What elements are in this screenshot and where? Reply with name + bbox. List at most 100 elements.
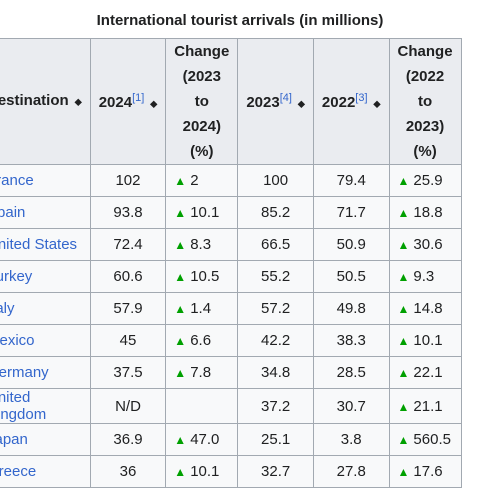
sort-icon[interactable]: ⬥ bbox=[297, 99, 305, 110]
table-cell: N/D bbox=[89, 388, 167, 424]
country-link[interactable]: Spain bbox=[0, 204, 26, 221]
header-label: 2022 bbox=[321, 94, 356, 111]
cell-value: 14.8 bbox=[413, 300, 443, 317]
sort-icon[interactable]: ⬥ bbox=[373, 99, 381, 110]
table-cell: Japan bbox=[0, 423, 91, 456]
cell-value: 8.3 bbox=[190, 236, 212, 253]
table-cell: France bbox=[0, 164, 91, 197]
increase-icon: ▲ bbox=[174, 302, 187, 316]
country-link[interactable]: United States bbox=[0, 236, 78, 253]
table-cell: 34.8 bbox=[237, 356, 314, 389]
reference[interactable]: [3] bbox=[355, 92, 368, 104]
table-cell: 57.2 bbox=[237, 292, 314, 325]
country-link[interactable]: Mexico bbox=[0, 332, 35, 349]
table-cell: ▲ 18.8 bbox=[388, 196, 462, 229]
country-link[interactable]: Italy bbox=[0, 300, 15, 317]
table-row: United KingdomN/D37.230.7▲21.1 bbox=[0, 388, 462, 424]
table-cell: ▲ 30.6 bbox=[388, 228, 462, 261]
increase-icon: ▲ bbox=[397, 238, 410, 252]
table-cell: ▲ 10.1 bbox=[165, 455, 239, 488]
header-line: (%) bbox=[413, 143, 437, 160]
table-cell: 50.5 bbox=[312, 260, 390, 293]
header-line: (2022 to bbox=[405, 68, 445, 110]
increase-icon: ▲ bbox=[174, 238, 187, 252]
table-cell: 72.4 bbox=[89, 228, 167, 261]
sort-icon[interactable]: ⬥ bbox=[74, 97, 82, 108]
increase-icon: ▲ bbox=[397, 334, 410, 348]
header-line: (%) bbox=[190, 143, 214, 160]
cell-value: 25.9 bbox=[413, 172, 443, 189]
table-cell: 85.2 bbox=[237, 196, 314, 229]
table-cell: 37.2 bbox=[237, 388, 314, 424]
table-cell: 27.8 bbox=[312, 455, 390, 488]
column-header[interactable]: 2022[3] ⬥ bbox=[312, 38, 390, 165]
table-cell: 36.9 bbox=[89, 423, 167, 456]
table-cell: ▲ 21.1 bbox=[388, 388, 462, 424]
table-cell bbox=[165, 388, 239, 424]
arrivals-table: Destination ⬥ 2024[1] ⬥ Change (2023 to 2024) (… bbox=[0, 38, 462, 488]
country-link[interactable]: France bbox=[0, 172, 34, 189]
cell-value: 2 bbox=[190, 172, 199, 189]
table-row: Japan36.9▲47.025.13.8▲560.5 bbox=[0, 423, 462, 456]
column-header[interactable]: Destination ⬥ bbox=[0, 38, 91, 165]
table-cell: Germany bbox=[0, 356, 91, 389]
column-header[interactable]: Change (2023 to 2024) (%) bbox=[165, 38, 239, 165]
table-cell: ▲ 1.4 bbox=[165, 292, 239, 325]
table-cell: 66.5 bbox=[237, 228, 314, 261]
table-cell: United Kingdom bbox=[0, 388, 91, 424]
table-cell: ▲ 2 bbox=[165, 164, 239, 197]
cell-value: 17.6 bbox=[413, 463, 443, 480]
table-cell: ▲ 10.1 bbox=[165, 196, 239, 229]
reference[interactable]: [4] bbox=[279, 92, 292, 104]
header-line: 2024) bbox=[182, 118, 221, 135]
country-link[interactable]: Turkey bbox=[0, 268, 33, 285]
table-body: France102▲210079.4▲25.9Spain93.8▲10.185.… bbox=[0, 164, 462, 488]
header-line: 2023) bbox=[405, 118, 445, 135]
reference[interactable]: [1] bbox=[132, 92, 145, 104]
increase-icon: ▲ bbox=[397, 174, 410, 188]
table-cell: 25.1 bbox=[237, 423, 314, 456]
increase-icon: ▲ bbox=[397, 366, 410, 380]
table-cell: ▲ 25.9 bbox=[388, 164, 462, 197]
header-label: 2024 bbox=[98, 94, 133, 111]
table-cell: 93.8 bbox=[89, 196, 167, 229]
table-cell: United States bbox=[0, 228, 91, 261]
table-cell: Italy bbox=[0, 292, 91, 325]
increase-icon: ▲ bbox=[174, 206, 187, 220]
cell-value: 7.8 bbox=[190, 364, 212, 381]
cell-value: 10.1 bbox=[190, 204, 220, 221]
country-link[interactable]: Japan bbox=[0, 431, 28, 448]
country-link[interactable]: United Kingdom bbox=[0, 389, 47, 423]
table-caption: International tourist arrivals (in milli… bbox=[96, 12, 384, 29]
table-cell: ▲ 14.8 bbox=[388, 292, 462, 325]
table-cell: ▲ 22.1 bbox=[388, 356, 462, 389]
country-link[interactable]: Greece bbox=[0, 463, 37, 480]
increase-icon: ▲ bbox=[397, 206, 410, 220]
cell-value: 10.5 bbox=[190, 268, 220, 285]
increase-icon: ▲ bbox=[397, 302, 410, 316]
increase-icon: ▲ bbox=[174, 366, 187, 380]
cell-value: 9.3 bbox=[413, 268, 435, 285]
table-cell: ▲ 10.1 bbox=[388, 324, 462, 357]
table-cell: 37.5 bbox=[89, 356, 167, 389]
column-header[interactable]: Change (2022 to 2023) (%) bbox=[388, 38, 462, 165]
cell-value: 30.6 bbox=[413, 236, 443, 253]
header-label: Destination bbox=[0, 92, 69, 109]
country-link[interactable]: Germany bbox=[0, 364, 49, 381]
table-cell: 79.4 bbox=[312, 164, 390, 197]
table-row: Turkey60.6▲10.555.250.5▲9.3 bbox=[0, 260, 462, 293]
column-header[interactable]: 2023[4] ⬥ bbox=[237, 38, 314, 165]
table-cell: 50.9 bbox=[312, 228, 390, 261]
cell-value: 22.1 bbox=[413, 364, 443, 381]
increase-icon: ▲ bbox=[397, 433, 410, 447]
cell-value: 18.8 bbox=[413, 204, 443, 221]
column-header[interactable]: 2024[1] ⬥ bbox=[89, 38, 167, 165]
table-row: Mexico45▲6.642.238.3▲10.1 bbox=[0, 324, 462, 357]
table-cell: 49.8 bbox=[312, 292, 390, 325]
table-cell: 100 bbox=[237, 164, 314, 197]
sort-icon[interactable]: ⬥ bbox=[150, 99, 158, 110]
increase-icon: ▲ bbox=[174, 433, 187, 447]
